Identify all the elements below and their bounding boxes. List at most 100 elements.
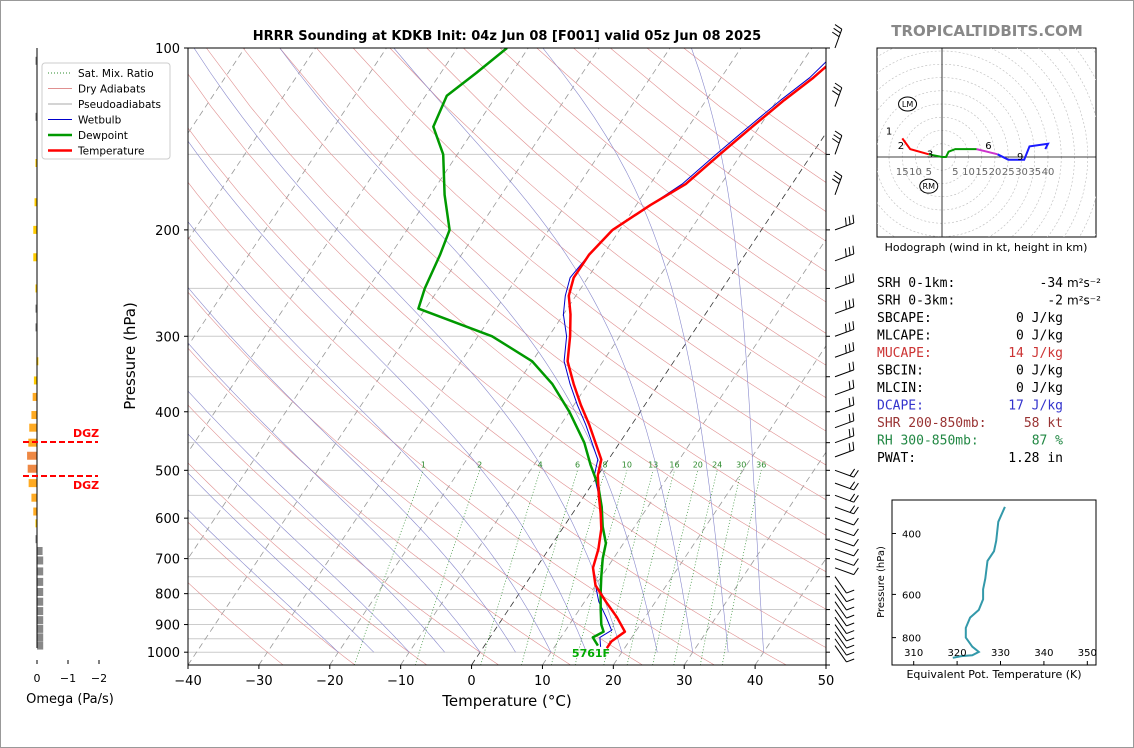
barb-staff bbox=[834, 548, 854, 557]
wind-barb bbox=[834, 214, 855, 231]
dry-adiabat bbox=[389, 48, 826, 399]
index-value: 17 J/kg bbox=[1008, 399, 1063, 414]
pseudoadiabat bbox=[188, 286, 516, 653]
wind-barb bbox=[834, 412, 855, 429]
mixing-ratio-line bbox=[652, 470, 699, 665]
legend-label: Pseudoadiabats bbox=[78, 99, 161, 111]
barb-flag bbox=[853, 495, 859, 503]
thetae-x-tick-label: 320 bbox=[948, 648, 967, 659]
wind-barb bbox=[834, 601, 855, 619]
wind-barb bbox=[834, 505, 859, 515]
omega-bar bbox=[32, 392, 37, 401]
x-tick-label: 40 bbox=[747, 674, 764, 689]
wind-barb bbox=[834, 396, 855, 413]
wind-barb bbox=[831, 130, 843, 155]
omega-bar bbox=[37, 641, 44, 650]
pseudoadiabat bbox=[188, 342, 481, 653]
barb-flag bbox=[846, 658, 855, 663]
wind-barb bbox=[834, 609, 855, 627]
pseudoadiabat bbox=[188, 509, 339, 653]
omega-bar bbox=[37, 577, 44, 586]
omega-xlabel: Omega (Pa/s) bbox=[26, 692, 114, 707]
barb-flag bbox=[844, 248, 847, 257]
barb-staff bbox=[834, 29, 843, 49]
mixing-ratio-line bbox=[626, 470, 675, 665]
omega-bar bbox=[37, 567, 44, 576]
barb-flag bbox=[853, 528, 859, 536]
hodograph-height-label: 9 bbox=[1017, 152, 1023, 163]
x-tick-label: −20 bbox=[316, 674, 343, 689]
wind-barb bbox=[834, 342, 855, 358]
temperature-line bbox=[566, 64, 826, 649]
y-tick-label: 400 bbox=[155, 406, 180, 421]
mixing-ratio-label: 2 bbox=[477, 460, 482, 469]
dry-adiabat bbox=[188, 347, 571, 665]
index-value: -2 bbox=[1047, 294, 1063, 309]
y-tick-label: 600 bbox=[155, 512, 180, 527]
barb-flag bbox=[846, 651, 855, 656]
barb-flag bbox=[831, 138, 840, 144]
barb-flag bbox=[846, 606, 855, 611]
dry-adiabat bbox=[499, 48, 826, 303]
thetae-x-tick-label: 310 bbox=[904, 648, 923, 659]
omega-bar bbox=[35, 56, 38, 65]
pseudoadiabat bbox=[193, 48, 623, 653]
hodograph-height-label: 6 bbox=[985, 141, 991, 152]
omega-bar bbox=[37, 624, 44, 633]
barb-flag bbox=[853, 538, 859, 547]
mixing-ratio-label: 20 bbox=[693, 460, 703, 469]
omega-tick-label: −2 bbox=[91, 672, 107, 685]
barb-staff bbox=[834, 506, 854, 515]
barb-flag bbox=[853, 482, 859, 491]
barb-staff bbox=[834, 253, 854, 262]
index-label: MUCAPE: bbox=[877, 346, 932, 361]
pseudoadiabat bbox=[188, 140, 587, 653]
hodograph-segment bbox=[997, 142, 1050, 161]
barb-flag bbox=[848, 247, 851, 256]
index-value: 0 J/kg bbox=[1016, 364, 1063, 379]
barb-staff bbox=[834, 494, 854, 503]
wind-barb bbox=[834, 481, 859, 491]
mixing-ratio-line bbox=[353, 470, 424, 665]
hodograph-ring-label: 30 bbox=[1015, 167, 1028, 178]
barb-staff bbox=[834, 349, 854, 358]
wind-barb bbox=[834, 558, 859, 566]
index-value: 0 J/kg bbox=[1016, 311, 1063, 326]
index-label: RH 300-850mb: bbox=[877, 434, 979, 449]
isotherm-line bbox=[471, 132, 826, 665]
hodograph-height-label: 3 bbox=[927, 150, 933, 161]
x-tick-label: −30 bbox=[245, 674, 272, 689]
right-mover-marker bbox=[919, 178, 939, 194]
pseudoadiabat bbox=[691, 48, 764, 653]
watermark: TROPICALTIDBITS.COM bbox=[891, 22, 1083, 40]
omega-bar bbox=[33, 253, 37, 262]
y-tick-label: 500 bbox=[155, 464, 180, 479]
omega-tick-label: −1 bbox=[60, 672, 76, 685]
mixing-ratio-line bbox=[521, 470, 578, 665]
barb-flag bbox=[852, 379, 855, 389]
barb-staff bbox=[834, 175, 843, 196]
index-unit: m²s⁻² bbox=[1067, 276, 1101, 290]
barb-flag bbox=[833, 86, 841, 92]
skewt-xlabel: Temperature (°C) bbox=[441, 692, 571, 710]
barb-staff bbox=[834, 576, 847, 594]
barb-staff bbox=[834, 135, 843, 155]
legend-label: Wetbulb bbox=[78, 115, 122, 127]
pseudoadiabat bbox=[188, 390, 445, 653]
barb-flag bbox=[849, 468, 856, 477]
omega-tick-label: 0 bbox=[34, 672, 41, 685]
surface-label: 5761F bbox=[572, 647, 610, 660]
mixing-ratio-label: 6 bbox=[575, 460, 580, 469]
isotherm-line bbox=[683, 451, 826, 665]
sounding-indices: SRH 0-1km: -34 m²s⁻² SRH 0-3km: -2 m²s⁻² SBCAP… bbox=[877, 276, 1101, 466]
omega-bar bbox=[37, 607, 44, 616]
hodograph-height-label: 1 bbox=[886, 127, 892, 138]
dgz-top-label: DGZ bbox=[73, 427, 99, 440]
barb-flag bbox=[848, 413, 851, 423]
hodograph-ring-label: 15 bbox=[975, 167, 988, 178]
omega-bar bbox=[29, 423, 37, 432]
barb-flag bbox=[846, 630, 855, 635]
x-tick-label: 50 bbox=[818, 674, 835, 689]
barb-staff bbox=[834, 638, 847, 656]
dewpoint-line bbox=[417, 48, 608, 647]
